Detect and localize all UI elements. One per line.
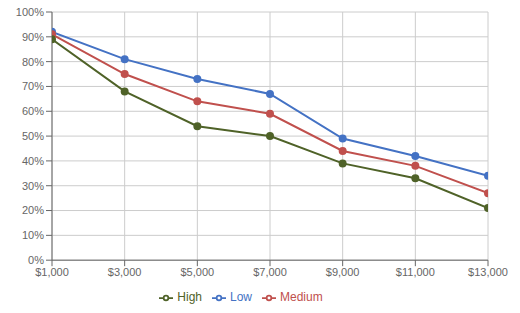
svg-text:$11,000: $11,000 xyxy=(396,266,435,278)
svg-text:$7,000: $7,000 xyxy=(253,266,287,278)
svg-text:$1,000: $1,000 xyxy=(35,266,69,278)
html-text:Medium: Medium xyxy=(280,290,323,305)
svg-text:30%: 30% xyxy=(22,180,44,192)
svg-text:$13,000: $13,000 xyxy=(468,266,508,278)
svg-text:0%: 0% xyxy=(28,254,44,266)
svg-text:$5,000: $5,000 xyxy=(181,266,215,278)
svg-text:20%: 20% xyxy=(22,204,44,216)
svg-text:50%: 50% xyxy=(22,130,44,142)
svg-text:$3,000: $3,000 xyxy=(108,266,142,278)
svg-text:90%: 90% xyxy=(22,31,44,43)
svg-text:40%: 40% xyxy=(22,155,44,167)
html-text:High: High xyxy=(177,290,202,305)
svg-text:60%: 60% xyxy=(22,105,44,117)
svg-text:80%: 80% xyxy=(22,56,44,68)
html-text:Low: Low xyxy=(230,290,252,305)
svg-text:10%: 10% xyxy=(22,229,44,241)
svg-text:100%: 100% xyxy=(16,6,44,18)
svg-text:70%: 70% xyxy=(22,80,44,92)
svg-text:$9,000: $9,000 xyxy=(326,266,360,278)
